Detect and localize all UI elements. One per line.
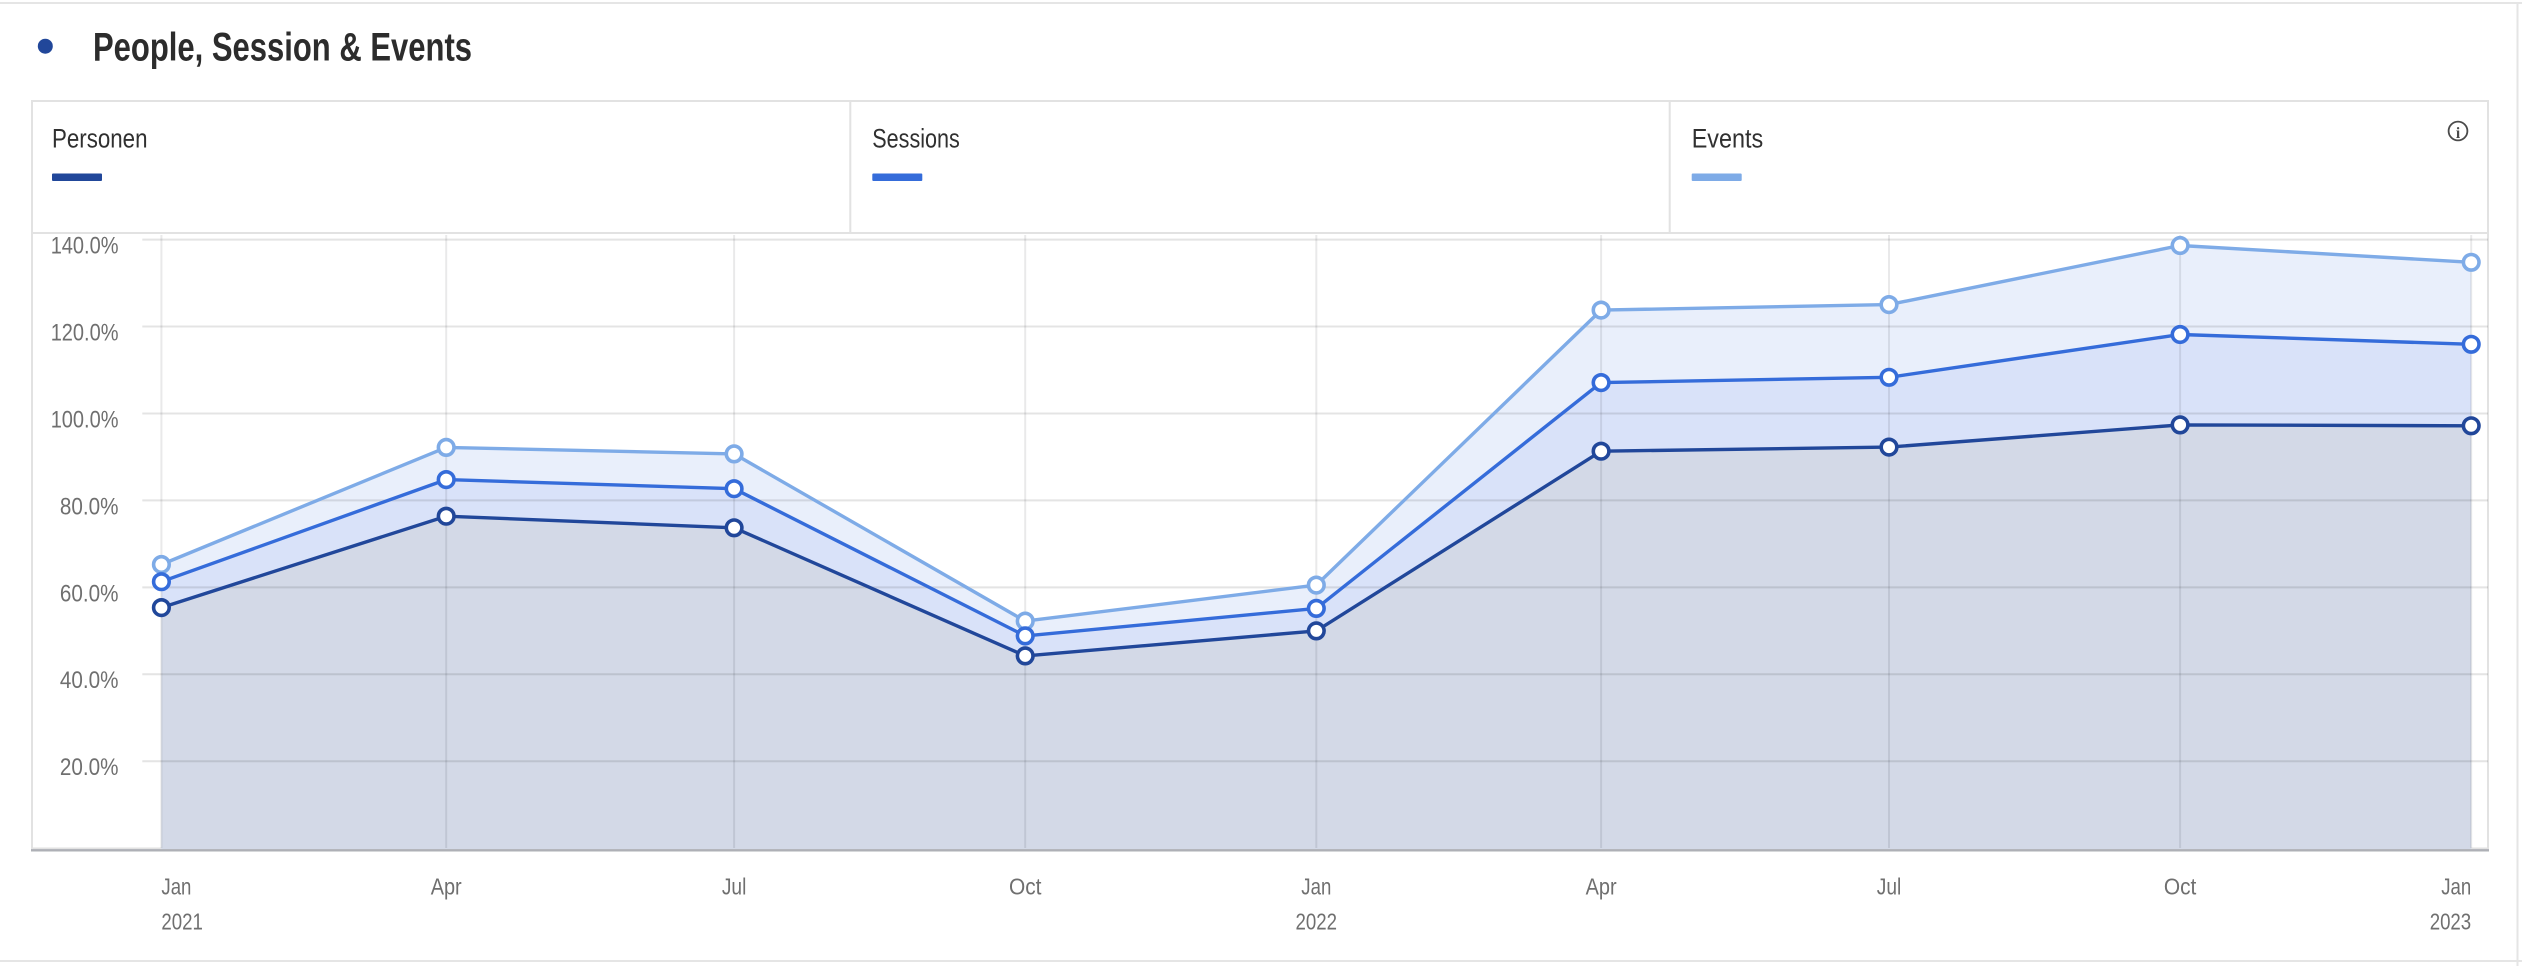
svg-text:2023: 2023 (2430, 908, 2472, 934)
svg-text:Jan: Jan (1301, 874, 1331, 900)
svg-text:Sessions: Sessions (872, 123, 960, 153)
svg-text:Jul: Jul (722, 874, 747, 900)
svg-text:Events: Events (1692, 123, 1764, 153)
svg-text:i: i (2456, 125, 2461, 142)
svg-text:Personen: Personen (52, 123, 148, 153)
svg-text:2021: 2021 (161, 908, 203, 934)
svg-text:Jul: Jul (1877, 874, 1902, 900)
svg-text:60.0%: 60.0% (60, 580, 119, 607)
svg-text:Apr: Apr (1586, 874, 1617, 900)
svg-text:Oct: Oct (1009, 874, 1042, 900)
svg-text:Jan: Jan (2441, 874, 2471, 900)
svg-text:140.0%: 140.0% (51, 233, 119, 260)
svg-text:120.0%: 120.0% (51, 319, 119, 346)
svg-text:2022: 2022 (1296, 908, 1338, 934)
svg-text:People, Session & Events: People, Session & Events (93, 26, 472, 70)
svg-text:Jan: Jan (161, 874, 191, 900)
svg-text:Oct: Oct (2164, 874, 2197, 900)
svg-text:Apr: Apr (431, 874, 462, 900)
svg-text:20.0%: 20.0% (60, 754, 119, 781)
svg-text:80.0%: 80.0% (60, 493, 119, 520)
svg-text:40.0%: 40.0% (60, 667, 119, 694)
svg-text:100.0%: 100.0% (51, 406, 119, 433)
